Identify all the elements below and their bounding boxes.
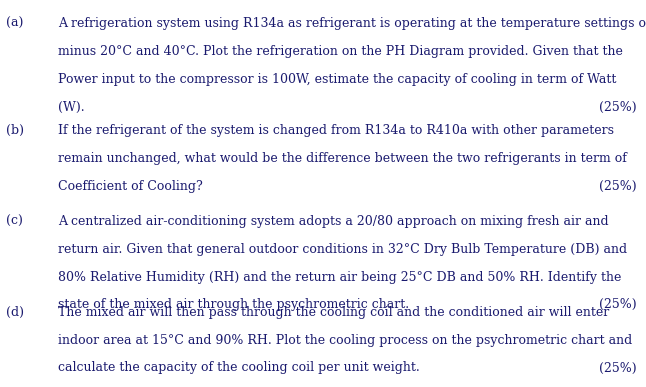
Text: indoor area at 15°C and 90% RH. Plot the cooling process on the psychrometric ch: indoor area at 15°C and 90% RH. Plot the… (58, 334, 632, 347)
Text: calculate the capacity of the cooling coil per unit weight.: calculate the capacity of the cooling co… (58, 361, 420, 375)
Text: The mixed air will then pass through the cooling coil and the conditioned air wi: The mixed air will then pass through the… (58, 306, 609, 319)
Text: (a): (a) (6, 17, 24, 31)
Text: (d): (d) (6, 306, 25, 319)
Text: return air. Given that general outdoor conditions in 32°C Dry Bulb Temperature (: return air. Given that general outdoor c… (58, 243, 627, 256)
Text: (25%): (25%) (599, 361, 636, 375)
Text: (25%): (25%) (599, 298, 636, 312)
Text: 80% Relative Humidity (RH) and the return air being 25°C DB and 50% RH. Identify: 80% Relative Humidity (RH) and the retur… (58, 271, 621, 284)
Text: remain unchanged, what would be the difference between the two refrigerants in t: remain unchanged, what would be the diff… (58, 152, 627, 165)
Text: (c): (c) (6, 215, 23, 228)
Text: Coefficient of Cooling?: Coefficient of Cooling? (58, 180, 203, 193)
Text: If the refrigerant of the system is changed from R134a to R410a with other param: If the refrigerant of the system is chan… (58, 124, 614, 137)
Text: minus 20°C and 40°C. Plot the refrigeration on the PH Diagram provided. Given th: minus 20°C and 40°C. Plot the refrigerat… (58, 45, 623, 58)
Text: (b): (b) (6, 124, 25, 137)
Text: (W).: (W). (58, 101, 85, 114)
Text: A refrigeration system using R134a as refrigerant is operating at the temperatur: A refrigeration system using R134a as re… (58, 17, 646, 31)
Text: (25%): (25%) (599, 180, 636, 193)
Text: Power input to the compressor is 100W, estimate the capacity of cooling in term : Power input to the compressor is 100W, e… (58, 73, 616, 86)
Text: A centralized air-conditioning system adopts a 20/80 approach on mixing fresh ai: A centralized air-conditioning system ad… (58, 215, 609, 228)
Text: state of the mixed air through the psychrometric chart.: state of the mixed air through the psych… (58, 298, 410, 312)
Text: (25%): (25%) (599, 101, 636, 114)
